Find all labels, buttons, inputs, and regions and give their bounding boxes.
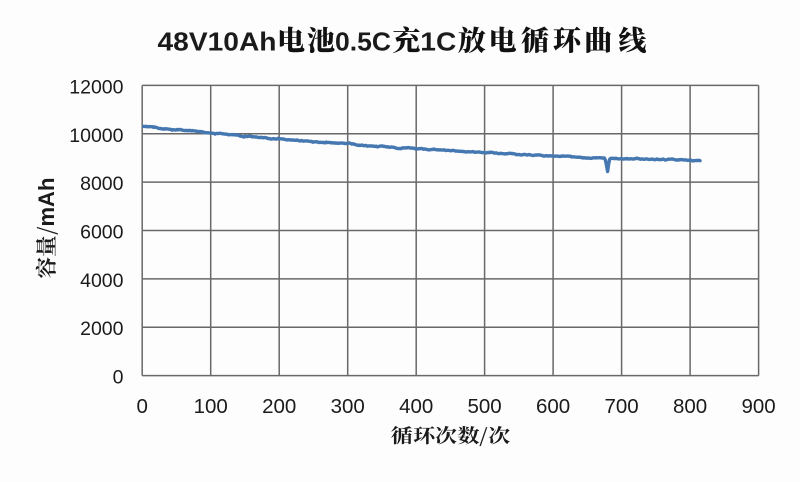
svg-text:0: 0 (113, 367, 124, 389)
svg-text:10000: 10000 (69, 125, 123, 147)
svg-text:1C: 1C (420, 27, 456, 57)
svg-text:100: 100 (194, 395, 228, 418)
svg-text:2000: 2000 (80, 318, 124, 340)
svg-text:0.5C: 0.5C (335, 27, 391, 57)
svg-text:200: 200 (262, 395, 296, 418)
svg-text:900: 900 (741, 395, 775, 418)
svg-text:48V10Ah: 48V10Ah (158, 27, 277, 57)
svg-text:300: 300 (331, 395, 365, 418)
svg-text:400: 400 (399, 395, 433, 418)
svg-text:4000: 4000 (80, 270, 124, 292)
svg-text:500: 500 (467, 395, 501, 418)
svg-text:800: 800 (673, 395, 707, 418)
svg-text:8000: 8000 (80, 173, 124, 195)
svg-text:0: 0 (136, 395, 147, 418)
svg-text:700: 700 (604, 395, 638, 418)
svg-text:600: 600 (536, 395, 570, 418)
svg-text:mAh: mAh (34, 178, 59, 227)
svg-text:12000: 12000 (69, 76, 123, 98)
svg-text:6000: 6000 (80, 222, 124, 244)
